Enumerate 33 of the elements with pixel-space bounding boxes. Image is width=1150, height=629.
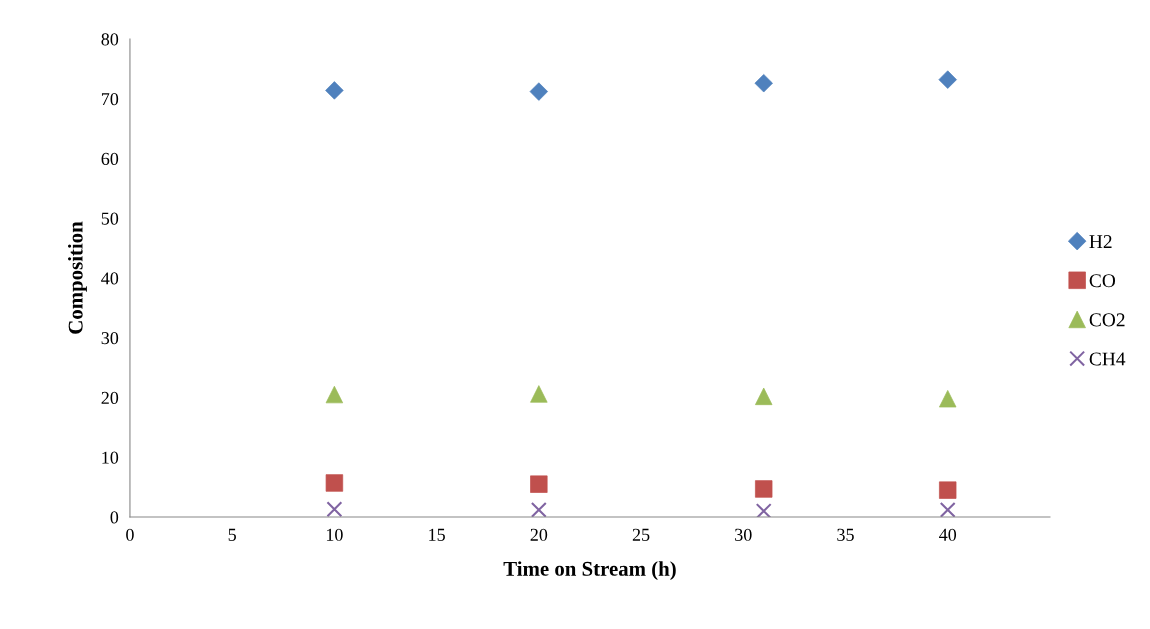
x-tick-label: 5: [228, 528, 236, 541]
y-tick-label: 70: [101, 93, 119, 106]
y-tick-label: 40: [101, 272, 119, 285]
x-tick-label: 0: [126, 528, 134, 541]
point: [755, 480, 773, 498]
legend-label: CO: [1089, 274, 1116, 288]
x-tick-label: 35: [837, 528, 854, 541]
y-tick-label: 60: [101, 152, 119, 165]
legend-label: H2: [1089, 235, 1112, 248]
y-tick-label: 50: [101, 212, 119, 225]
y-tick-label: 30: [101, 332, 119, 345]
y-tick-label: 10: [102, 451, 119, 464]
point: [755, 503, 772, 518]
x-tick-label: 20: [530, 528, 548, 541]
y-tick-label: 80: [101, 33, 119, 46]
legend-label: CH4: [1089, 352, 1126, 366]
point: [326, 501, 343, 518]
x-tick-label: 40: [939, 528, 957, 541]
y-tick-label: 20: [101, 391, 119, 404]
x-axis-title: Time on Stream (h): [503, 561, 676, 581]
y-tick-label: 0: [110, 511, 119, 524]
point: [755, 387, 773, 406]
x-tick-label: 10: [326, 528, 343, 541]
point: [530, 501, 547, 518]
point: [530, 475, 548, 493]
point: [529, 82, 549, 101]
point: [325, 474, 344, 492]
legend-label: CO2: [1089, 313, 1125, 327]
x-tick-label: 25: [632, 528, 650, 541]
x-tick-label: 30: [735, 528, 752, 541]
x-tick-label: 15: [429, 528, 445, 541]
point: [939, 501, 956, 518]
y-axis-title: Composition: [68, 221, 87, 334]
